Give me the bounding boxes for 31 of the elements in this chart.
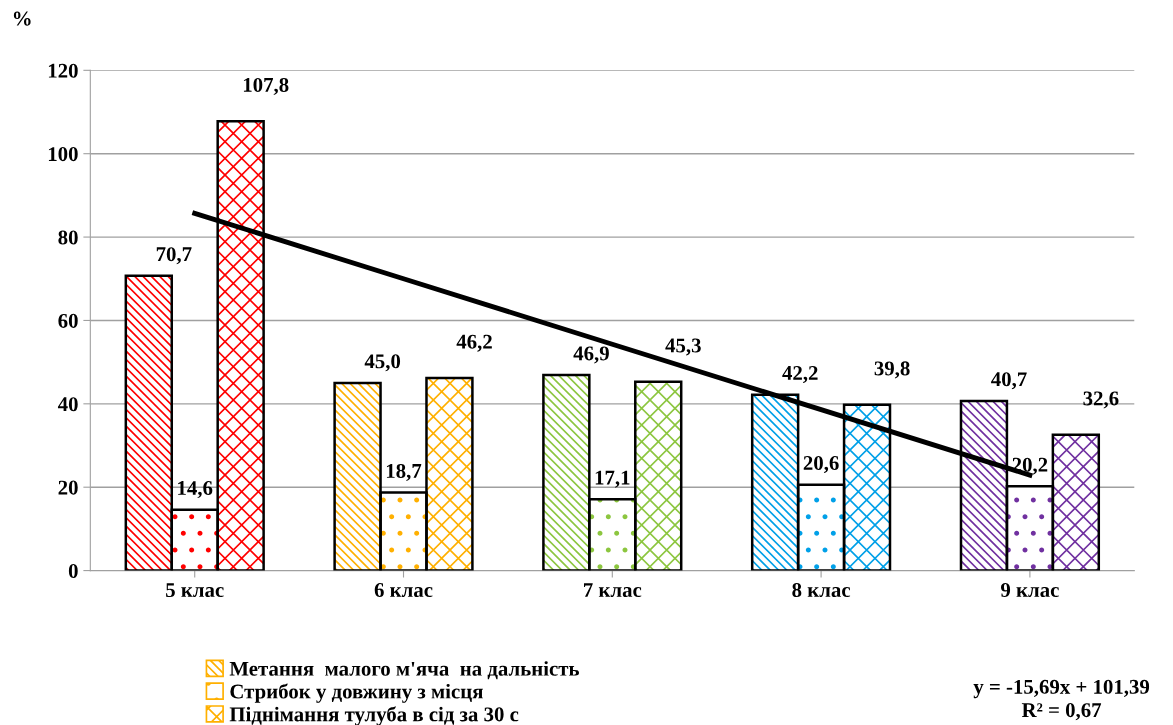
text: y = -15,69x + 101,39 R² = 0,67	[973, 679, 1150, 721]
y-tick-label: 60	[58, 313, 78, 328]
y-tick-label: 20	[58, 480, 78, 495]
data-label: 40,7	[991, 372, 1027, 390]
legend-label: Стрибок у довжину з місця	[230, 683, 483, 703]
data-label: 17,1	[595, 470, 630, 488]
data-label: 39,8	[874, 361, 910, 379]
data-label: 70,7	[156, 247, 192, 265]
data-label: 18,7	[386, 463, 422, 481]
legend-label: Піднімання тулуба в сід за 30 с	[229, 706, 519, 725]
y-tick-label: 100	[48, 147, 78, 162]
x-tick-label: 8 клас	[792, 582, 851, 598]
data-label: 45,0	[364, 354, 401, 372]
y-axis-title: %	[13, 11, 31, 26]
y-tick-label: 0	[68, 563, 78, 579]
x-tick-label: 9 клас	[1000, 583, 1059, 598]
x-tick-label: 5 клас	[166, 583, 224, 598]
y-tick-label: 40	[57, 397, 78, 412]
data-label: 46,2	[456, 334, 492, 352]
y-tick-label: 120	[48, 63, 78, 78]
data-label: 14,6	[178, 481, 213, 499]
x-tick-label: 6 клас	[374, 583, 433, 598]
data-label: 42,2	[782, 366, 818, 384]
data-label: 45,3	[665, 338, 701, 356]
y-tick-label: 80	[58, 230, 78, 245]
data-label: 46,9	[573, 346, 609, 364]
legend-label: Метання малого м'яча на дальність	[229, 661, 579, 680]
data-label: 32,6	[1083, 391, 1119, 409]
data-label: 20,6	[803, 455, 839, 474]
x-tick-label: 7 клас	[584, 583, 642, 598]
data-label: 107,8	[243, 77, 289, 95]
